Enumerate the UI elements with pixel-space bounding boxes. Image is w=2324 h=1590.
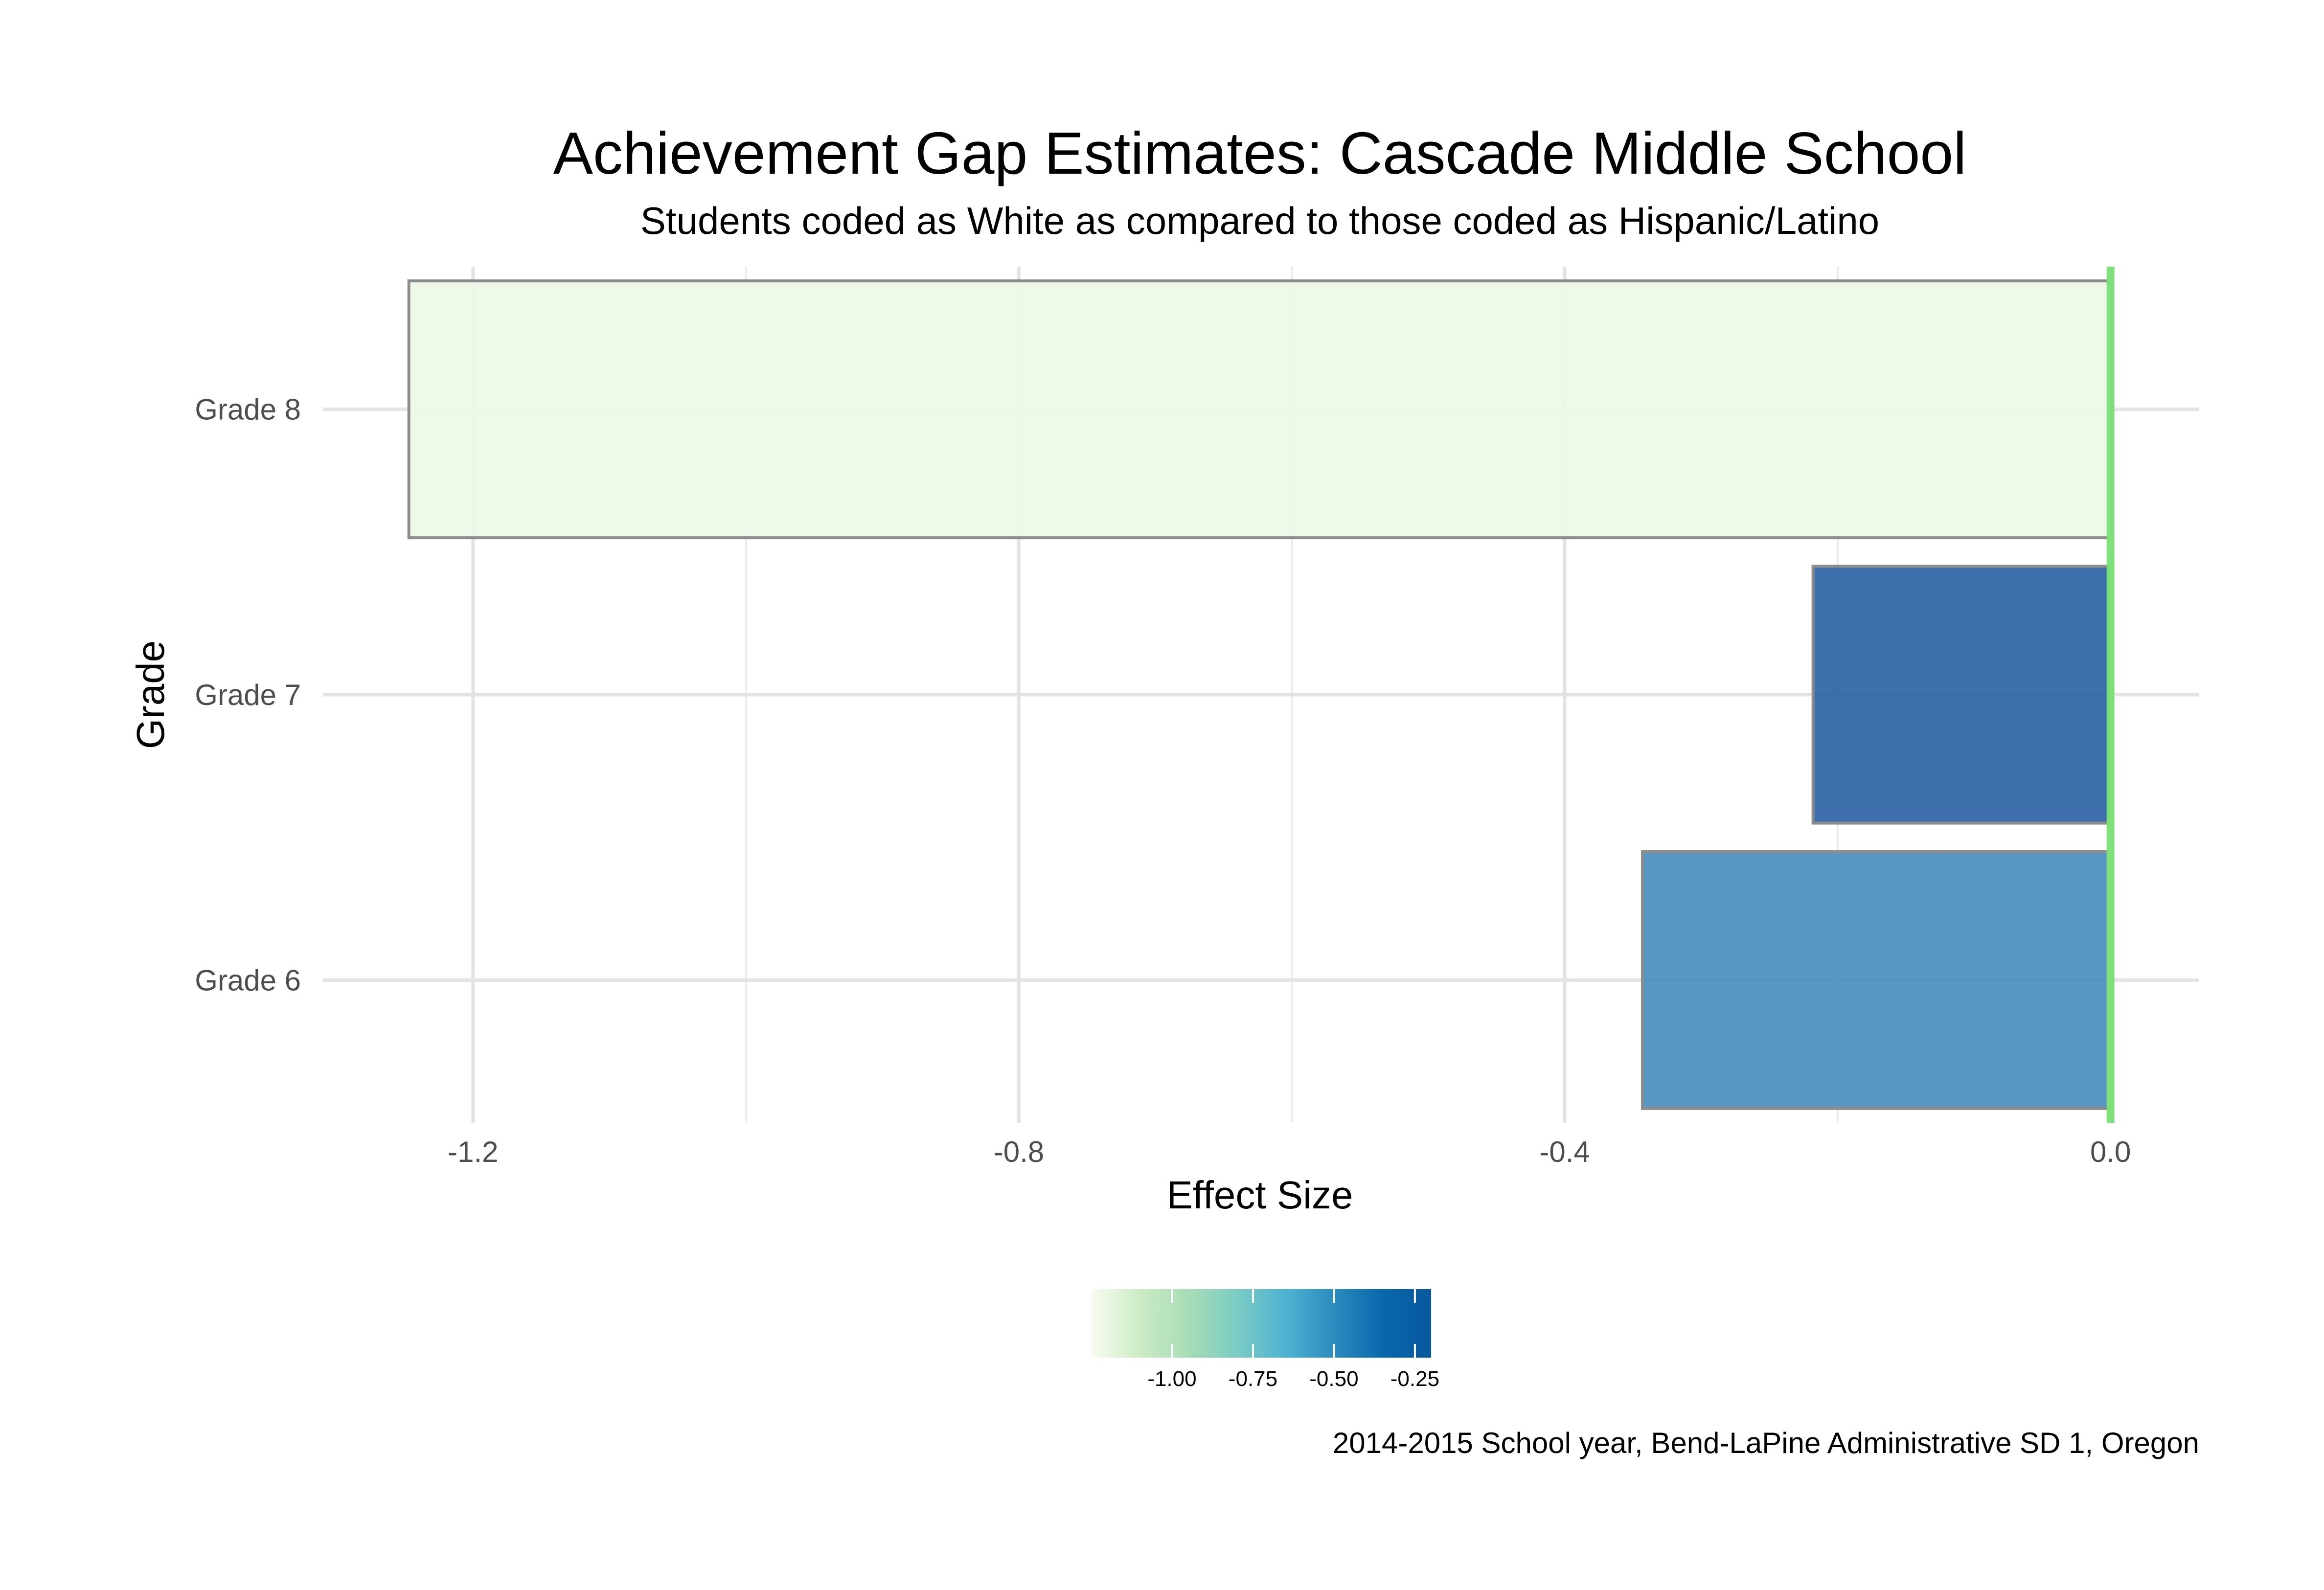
bar bbox=[1641, 850, 2112, 1110]
y-tick-label: Grade 8 bbox=[195, 393, 301, 426]
x-tick-label: -1.2 bbox=[448, 1136, 498, 1168]
x-tick-label: -0.4 bbox=[1539, 1136, 1590, 1168]
bar bbox=[407, 279, 2112, 540]
chart-subtitle: Students coded as White as compared to t… bbox=[640, 199, 1879, 242]
colorbar-legend: -1.00 -0.75 -0.50 -0.25 bbox=[1091, 1289, 1439, 1391]
labels: Achievement Gap Estimates: Cascade Middl… bbox=[129, 120, 2199, 1459]
bar bbox=[1811, 565, 2112, 825]
x-tick-label: 0.0 bbox=[2090, 1136, 2131, 1168]
colorbar-tick-label: -0.25 bbox=[1390, 1367, 1439, 1391]
y-tick-label: Grade 6 bbox=[195, 964, 301, 997]
y-tick-label: Grade 7 bbox=[195, 679, 301, 711]
colorbar bbox=[1091, 1289, 1431, 1358]
colorbar-tick-label: -1.00 bbox=[1147, 1367, 1196, 1391]
chart-title: Achievement Gap Estimates: Cascade Middl… bbox=[553, 120, 1967, 186]
x-tick-label: -0.8 bbox=[994, 1136, 1044, 1168]
colorbar-tick-label: -0.75 bbox=[1229, 1367, 1277, 1391]
x-axis-title: Effect Size bbox=[1167, 1173, 1353, 1217]
caption: 2014-2015 School year, Bend-LaPine Admin… bbox=[1333, 1427, 2199, 1459]
bars bbox=[407, 279, 2112, 1110]
colorbar-tick-label: -0.50 bbox=[1309, 1367, 1358, 1391]
y-axis-title: Grade bbox=[129, 640, 172, 749]
